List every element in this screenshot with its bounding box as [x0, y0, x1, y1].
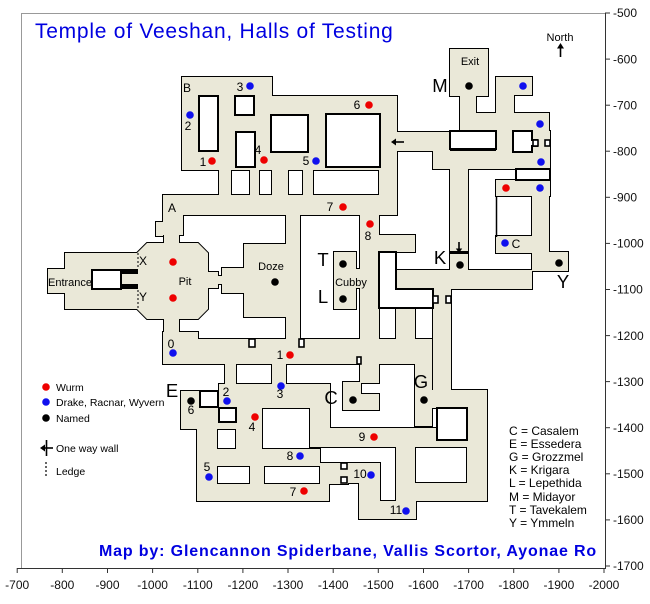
svg-text:B: B — [183, 81, 191, 95]
svg-text:-800: -800 — [50, 578, 74, 592]
svg-text:North: North — [547, 32, 574, 44]
svg-text:Cubby: Cubby — [335, 277, 367, 289]
svg-text:Wurm: Wurm — [56, 382, 84, 394]
svg-text:Y: Y — [139, 290, 147, 304]
svg-text:2: 2 — [223, 385, 230, 399]
svg-text:G: G — [414, 371, 428, 392]
svg-text:-800: -800 — [613, 144, 637, 158]
svg-text:8: 8 — [287, 449, 294, 463]
svg-text:X: X — [139, 254, 147, 268]
svg-text:1: 1 — [200, 155, 207, 169]
svg-text:5: 5 — [303, 154, 310, 168]
svg-text:Y = Ymmeln: Y = Ymmeln — [509, 516, 574, 530]
svg-text:5: 5 — [204, 460, 211, 474]
svg-text:-1300: -1300 — [273, 578, 304, 592]
svg-text:6: 6 — [188, 403, 195, 417]
svg-text:3: 3 — [277, 387, 284, 401]
svg-text:G = Grozzmel: G = Grozzmel — [509, 450, 583, 464]
svg-text:T: T — [317, 249, 328, 270]
svg-text:M = Midayor: M = Midayor — [509, 490, 575, 504]
svg-text:-1200: -1200 — [228, 578, 259, 592]
svg-text:7: 7 — [327, 200, 334, 214]
svg-text:-1600: -1600 — [408, 578, 439, 592]
svg-text:-1700: -1700 — [613, 559, 644, 573]
svg-text:-900: -900 — [95, 578, 119, 592]
svg-text:3: 3 — [237, 80, 244, 94]
svg-text:M: M — [432, 75, 447, 96]
svg-text:-1400: -1400 — [318, 578, 349, 592]
svg-text:Temple of Veeshan, Halls of Te: Temple of Veeshan, Halls of Testing — [35, 20, 394, 43]
svg-text:Exit: Exit — [461, 56, 479, 68]
svg-text:Y: Y — [557, 271, 569, 292]
svg-text:Named: Named — [56, 413, 90, 425]
svg-text:-1500: -1500 — [363, 578, 394, 592]
svg-text:-1300: -1300 — [613, 375, 644, 389]
svg-text:4: 4 — [249, 420, 256, 434]
svg-text:-1400: -1400 — [613, 421, 644, 435]
svg-text:L = Lepethida: L = Lepethida — [509, 476, 582, 490]
svg-text:2: 2 — [185, 119, 192, 133]
svg-text:-1600: -1600 — [613, 513, 644, 527]
svg-text:0: 0 — [168, 337, 175, 351]
svg-text:-1000: -1000 — [613, 237, 644, 251]
svg-text:9: 9 — [359, 430, 366, 444]
svg-text:E = Essedera: E = Essedera — [509, 437, 582, 451]
svg-text:6: 6 — [354, 98, 361, 112]
svg-text:-1000: -1000 — [137, 578, 168, 592]
svg-text:T = Tavekalem: T = Tavekalem — [509, 503, 587, 517]
svg-text:Pit: Pit — [179, 276, 192, 288]
svg-text:-700: -700 — [613, 98, 637, 112]
svg-text:1: 1 — [277, 348, 284, 362]
svg-text:-1700: -1700 — [453, 578, 484, 592]
svg-text:E: E — [166, 380, 178, 401]
svg-text:C: C — [512, 237, 521, 251]
svg-text:Entrance: Entrance — [48, 277, 92, 289]
svg-text:10: 10 — [353, 467, 367, 481]
svg-text:L: L — [318, 286, 328, 307]
svg-text:-700: -700 — [5, 578, 29, 592]
svg-text:7: 7 — [290, 485, 297, 499]
svg-text:K = Krigara: K = Krigara — [509, 463, 570, 477]
svg-text:-1200: -1200 — [613, 329, 644, 343]
svg-text:One way wall: One way wall — [56, 443, 118, 455]
svg-text:-1500: -1500 — [613, 467, 644, 481]
svg-text:-1100: -1100 — [183, 578, 213, 592]
svg-text:-1100: -1100 — [613, 283, 643, 297]
svg-text:C = Casalem: C = Casalem — [509, 424, 579, 438]
svg-text:4: 4 — [255, 143, 262, 157]
svg-text:A: A — [168, 201, 176, 215]
svg-text:K: K — [434, 247, 447, 268]
svg-text:-600: -600 — [613, 52, 637, 66]
svg-text:-2000: -2000 — [589, 578, 620, 592]
svg-text:11: 11 — [390, 503, 403, 517]
svg-text:Map by: Glencannon Spiderbane,: Map by: Glencannon Spiderbane, Vallis Sc… — [99, 543, 597, 560]
svg-text:-1900: -1900 — [544, 578, 575, 592]
svg-text:C: C — [324, 387, 337, 408]
svg-text:-500: -500 — [613, 6, 637, 20]
svg-text:8: 8 — [365, 229, 372, 243]
svg-text:-900: -900 — [613, 191, 637, 205]
svg-text:Drake, Racnar, Wyvern: Drake, Racnar, Wyvern — [56, 397, 165, 409]
svg-text:-1800: -1800 — [498, 578, 529, 592]
svg-text:Doze: Doze — [258, 261, 284, 273]
svg-text:Ledge: Ledge — [56, 466, 85, 478]
